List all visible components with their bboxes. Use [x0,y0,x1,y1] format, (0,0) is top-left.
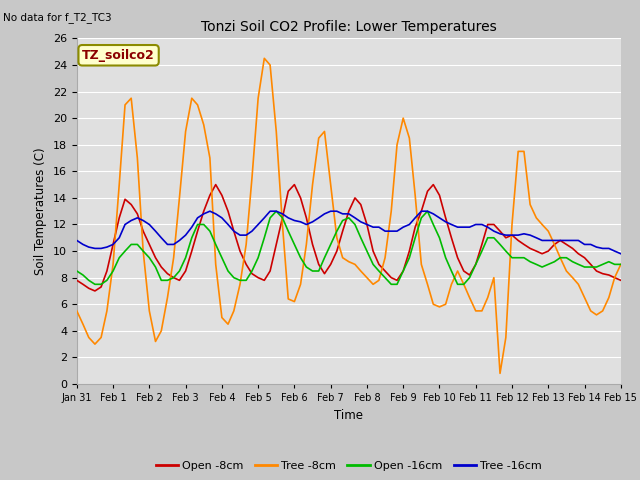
Text: TZ_soilco2: TZ_soilco2 [82,49,155,62]
Text: No data for f_T2_TC3: No data for f_T2_TC3 [3,12,112,23]
Y-axis label: Soil Temperatures (C): Soil Temperatures (C) [35,147,47,275]
X-axis label: Time: Time [334,408,364,421]
Title: Tonzi Soil CO2 Profile: Lower Temperatures: Tonzi Soil CO2 Profile: Lower Temperatur… [201,21,497,35]
Legend: Open -8cm, Tree -8cm, Open -16cm, Tree -16cm: Open -8cm, Tree -8cm, Open -16cm, Tree -… [151,456,547,475]
